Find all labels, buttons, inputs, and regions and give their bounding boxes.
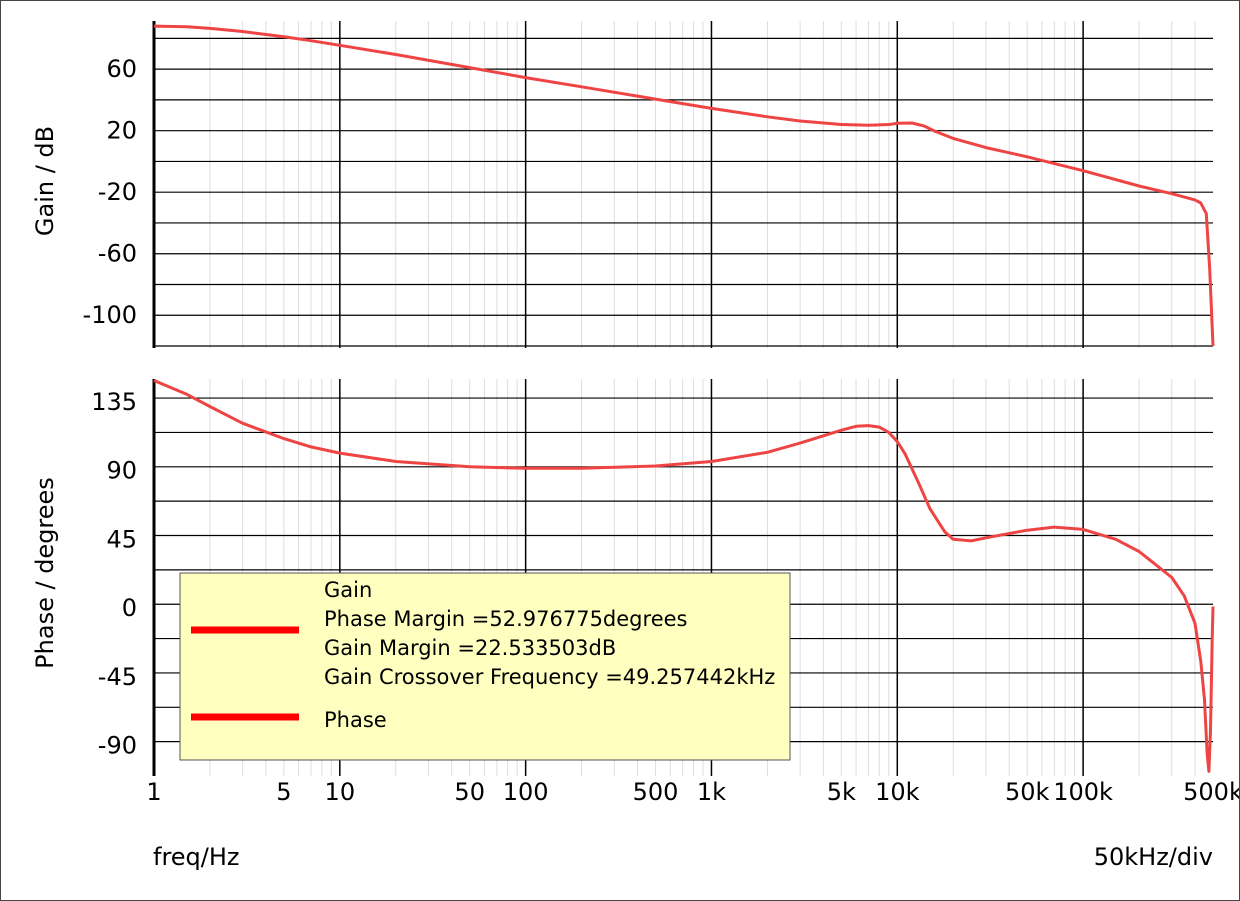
gain-y-tick-label: -60 <box>98 240 137 268</box>
phase-y-tick-label: 45 <box>106 525 137 553</box>
x-tick-label: 10k <box>875 778 920 806</box>
legend-box: Gain Phase Margin =52.976775degrees Gain… <box>179 572 791 761</box>
x-tick-label: 10 <box>325 778 356 806</box>
x-axis-division-label: 50kHz/div <box>1094 843 1213 871</box>
x-tick-label: 100k <box>1053 778 1113 806</box>
legend-background <box>179 572 791 761</box>
phase-series-line <box>153 379 1215 773</box>
x-tick-label: 5 <box>276 778 291 806</box>
gain-axis-title: Gain / dB <box>31 126 59 236</box>
x-tick-label: 500k <box>1183 778 1239 806</box>
legend-crossover-frequency: Gain Crossover Frequency =49.257442kHz <box>324 665 775 689</box>
legend-phase-margin: Phase Margin =52.976775degrees <box>324 607 687 631</box>
phase-axis-title: Phase / degrees <box>31 477 59 669</box>
x-tick-label: 500 <box>633 778 679 806</box>
x-tick-label: 50k <box>1005 778 1050 806</box>
gain-plot-panel: 60 20 -20 -60 -100 <box>83 21 1215 348</box>
phase-y-tick-label: -45 <box>98 663 137 691</box>
legend-phase-label: Phase <box>324 708 387 732</box>
frequency-axis: 1 5 10 50 100 500 1k 5k 10k 50k 100k 500k <box>146 778 1239 806</box>
gain-y-tick-label: 20 <box>106 117 137 145</box>
gain-series-line <box>153 24 1215 347</box>
x-tick-label: 100 <box>503 778 549 806</box>
gain-y-tick-label: 60 <box>106 55 137 83</box>
x-tick-label: 1k <box>697 778 726 806</box>
phase-y-tick-label: -90 <box>98 731 137 759</box>
legend-gain-label: Gain <box>324 578 372 602</box>
x-tick-label: 1 <box>146 778 161 806</box>
phase-y-tick-label: 135 <box>91 388 137 416</box>
gain-y-tick-label: -20 <box>98 178 137 206</box>
phase-y-tick-label: 90 <box>106 457 137 485</box>
x-axis-title: freq/Hz <box>153 843 240 871</box>
phase-y-tick-label: 0 <box>122 594 137 622</box>
legend-gain-margin: Gain Margin =22.533503dB <box>324 636 616 660</box>
x-tick-label: 5k <box>827 778 856 806</box>
gain-y-tick-label: -100 <box>83 301 137 329</box>
x-tick-label: 50 <box>454 778 485 806</box>
